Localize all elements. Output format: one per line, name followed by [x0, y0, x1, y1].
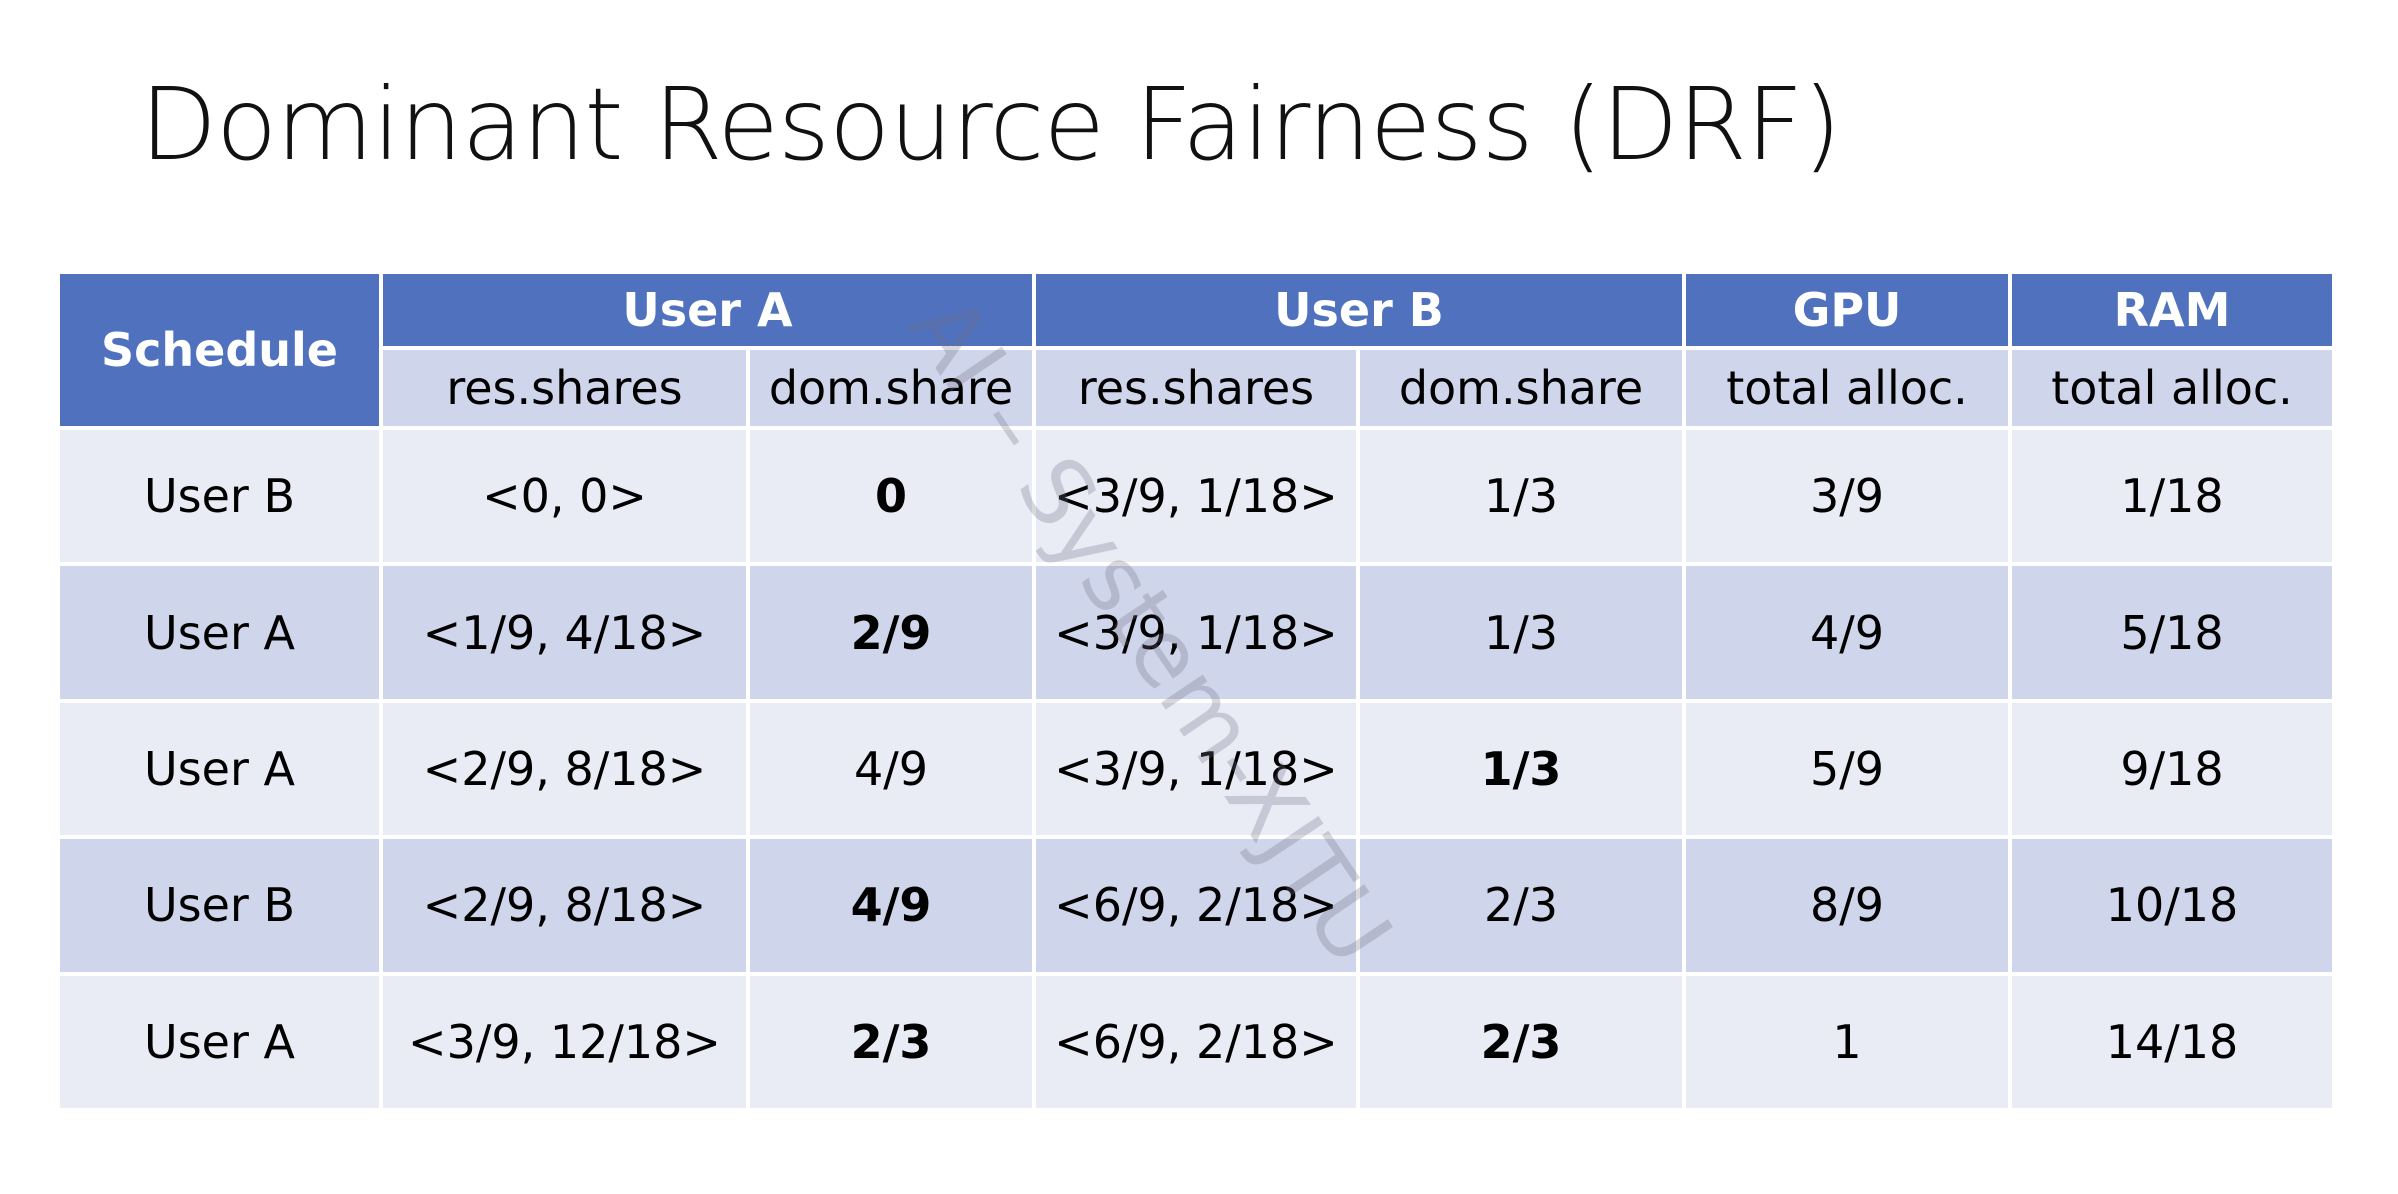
subheader-cell: res.shares: [1034, 348, 1358, 428]
header-cell: GPU: [1684, 272, 2010, 348]
table-cell: <3/9, 1/18>: [1034, 700, 1358, 838]
table-cell: 2/3: [748, 973, 1034, 1110]
header-cell: User B: [1034, 272, 1684, 348]
table-cell: 3/9: [1684, 428, 2010, 565]
subheader-cell: total alloc.: [2010, 348, 2334, 428]
table-cell: 5/18: [2010, 564, 2334, 701]
table-cell: 1/3: [1358, 564, 1684, 701]
table-cell: <3/9, 12/18>: [381, 973, 748, 1110]
table-cell: 10/18: [2010, 837, 2334, 974]
table-cell: 4/9: [748, 700, 1034, 838]
header-cell: User A: [381, 272, 1034, 348]
table-cell: <6/9, 2/18>: [1034, 973, 1358, 1110]
slide-title: Dominant Resource Fairness (DRF): [140, 66, 1841, 183]
table-cell: 4/9: [1684, 564, 2010, 701]
table-cell: <2/9, 8/18>: [381, 700, 748, 838]
table-cell: 1: [1684, 973, 2010, 1110]
table-cell: 2/9: [748, 564, 1034, 701]
table-cell: 0: [748, 428, 1034, 565]
table-cell: <6/9, 2/18>: [1034, 837, 1358, 974]
table-cell: 14/18: [2010, 973, 2334, 1110]
table-cell: <3/9, 1/18>: [1034, 428, 1358, 565]
table-cell: User B: [58, 837, 381, 974]
table-cell: User A: [58, 564, 381, 701]
table-cell: User A: [58, 700, 381, 838]
header-cell: Schedule: [58, 272, 381, 428]
table-cell: 1/3: [1358, 700, 1684, 838]
table-cell: <3/9, 1/18>: [1034, 564, 1358, 701]
table-cell: <1/9, 4/18>: [381, 564, 748, 701]
table-cell: User B: [58, 428, 381, 565]
table-cell: 2/3: [1358, 837, 1684, 974]
table-cell: 5/9: [1684, 700, 2010, 838]
table-cell: <2/9, 8/18>: [381, 837, 748, 974]
subheader-cell: dom.share: [748, 348, 1034, 428]
table-cell: <0, 0>: [381, 428, 748, 565]
table-cell: User A: [58, 973, 381, 1110]
table-cell: 1/18: [2010, 428, 2334, 565]
table-cell: 9/18: [2010, 700, 2334, 838]
subheader-cell: total alloc.: [1684, 348, 2010, 428]
table-cell: 1/3: [1358, 428, 1684, 565]
table-cell: 8/9: [1684, 837, 2010, 974]
subheader-cell: dom.share: [1358, 348, 1684, 428]
table-cell: 2/3: [1358, 973, 1684, 1110]
table-cell: 4/9: [748, 837, 1034, 974]
subheader-cell: res.shares: [381, 348, 748, 428]
header-cell: RAM: [2010, 272, 2334, 348]
